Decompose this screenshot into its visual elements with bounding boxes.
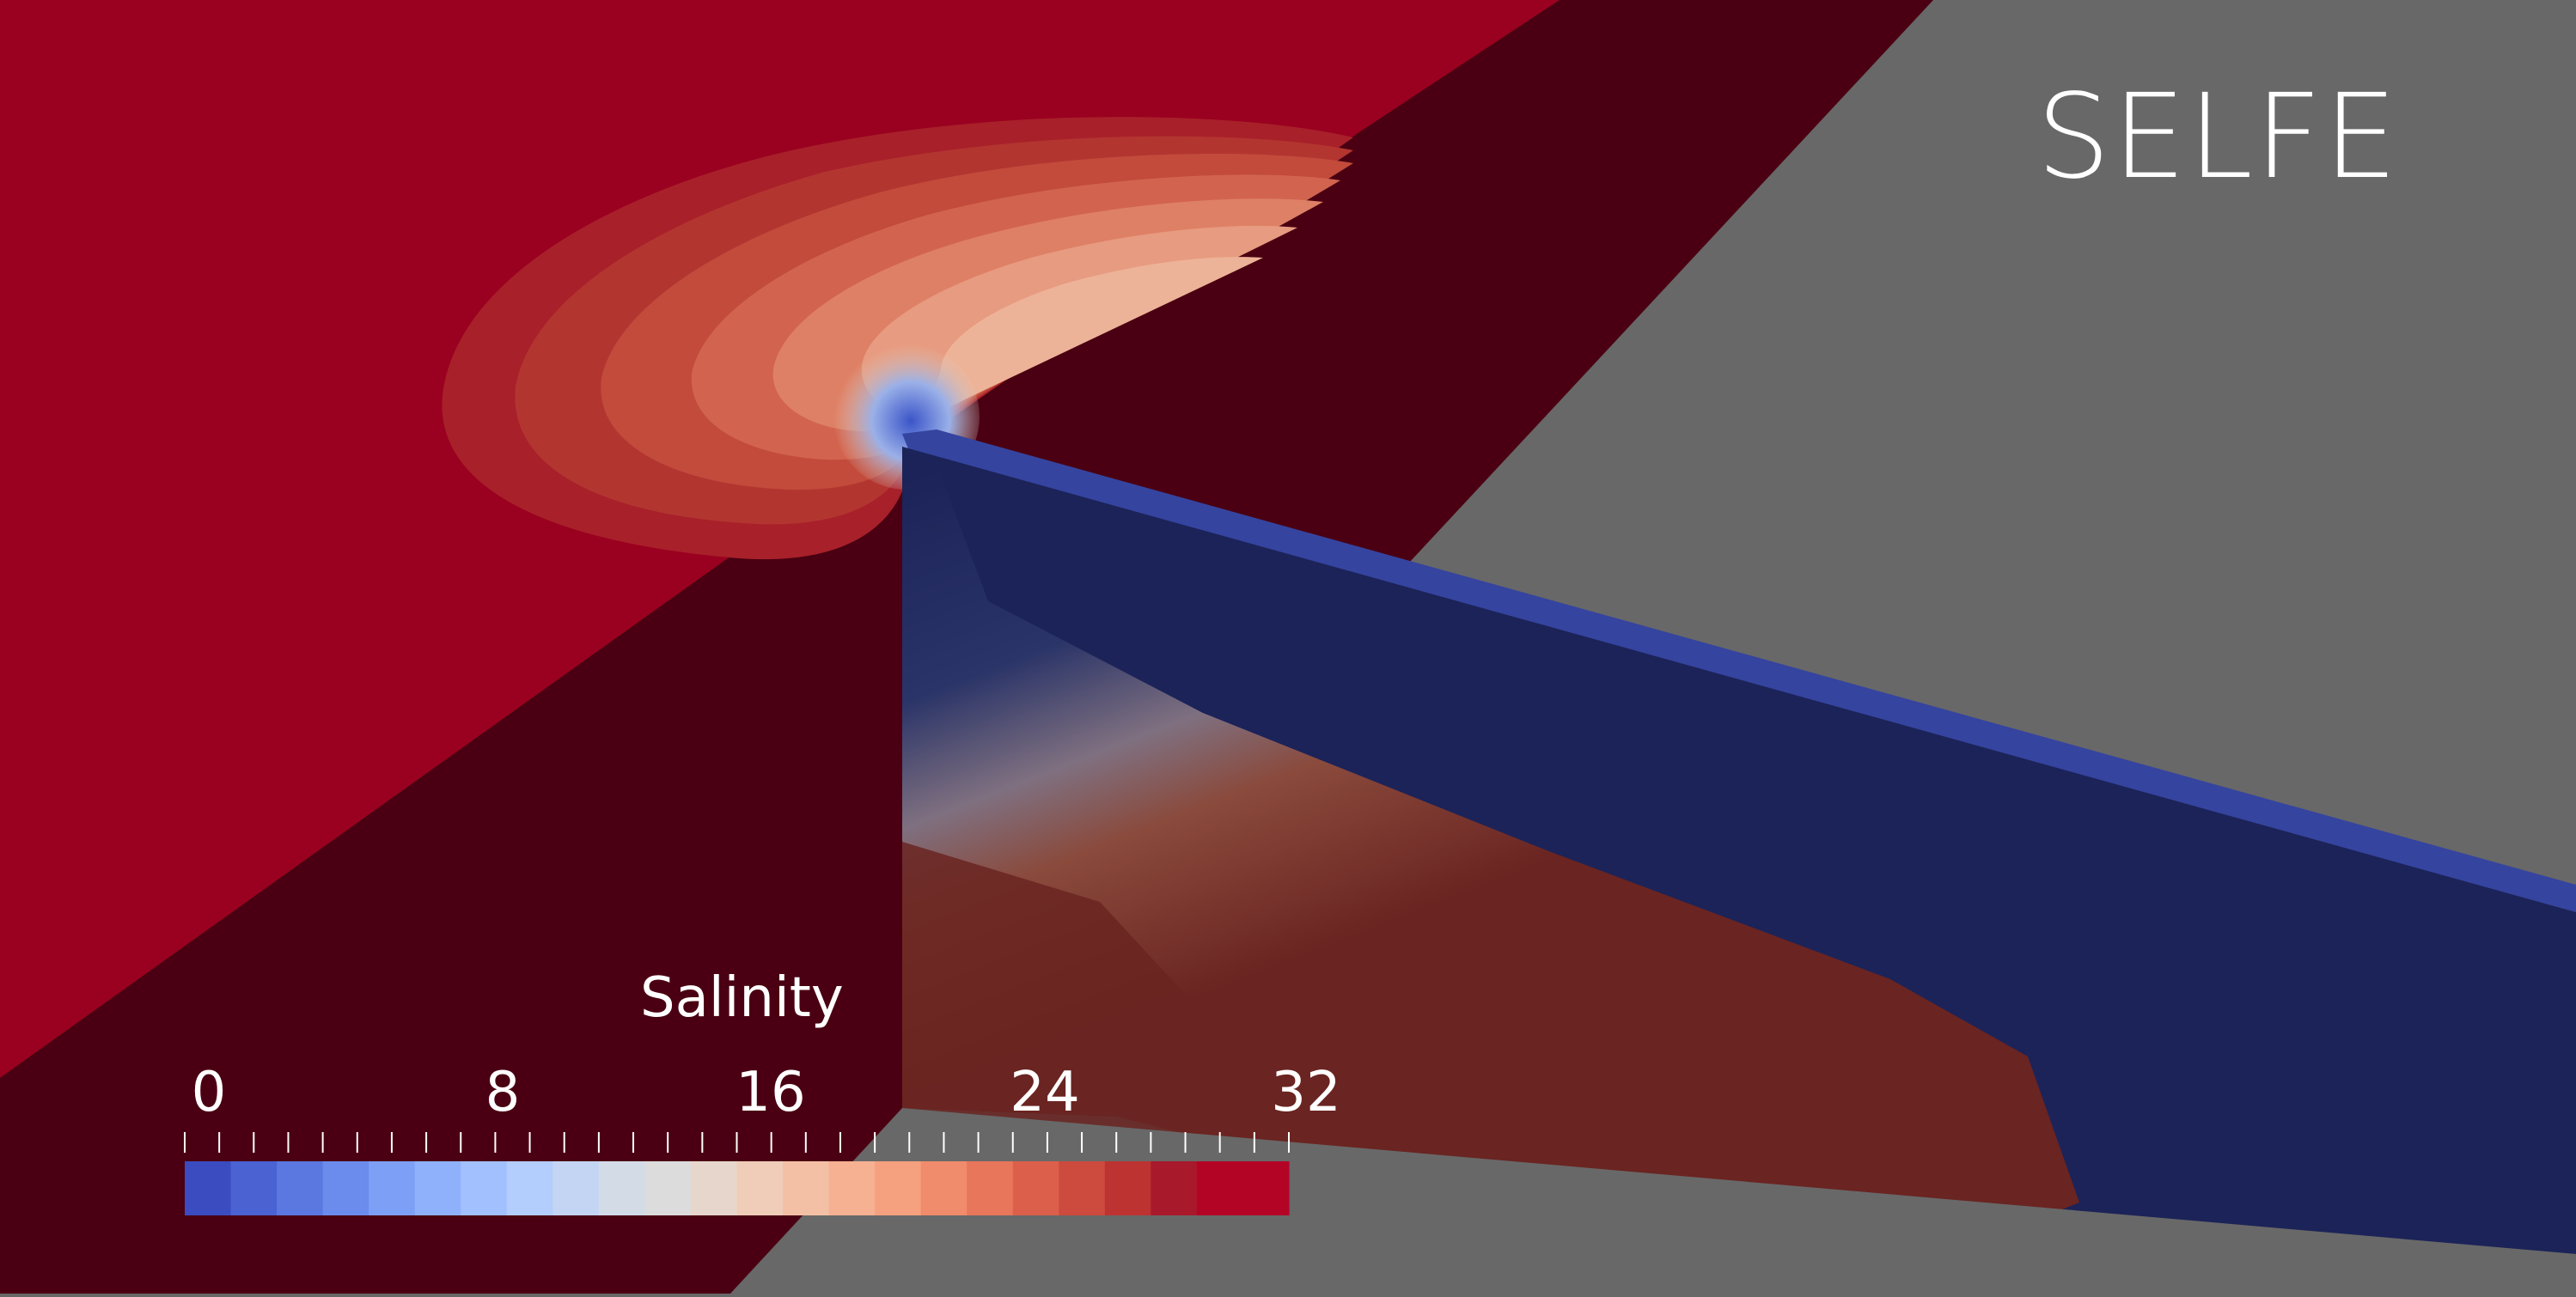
colorbar: [184, 1132, 1290, 1215]
colorbar-band: [230, 1161, 278, 1215]
colorbar-band: [736, 1161, 784, 1215]
surface-plume: [442, 117, 1353, 560]
colorbar-band: [322, 1161, 369, 1215]
colorbar-band: [598, 1161, 646, 1215]
colorbar-band: [828, 1161, 876, 1215]
channel-lower-dark: [902, 842, 2058, 1211]
colorbar-band: [1242, 1161, 1290, 1215]
colorbar-band: [461, 1161, 508, 1215]
colorbar-tick-label: 0: [191, 1061, 227, 1124]
colorbar-band: [277, 1161, 324, 1215]
colorbar-band: [690, 1161, 738, 1215]
colorbar-tick-label: 32: [1271, 1061, 1341, 1124]
colorbar-band: [967, 1161, 1014, 1215]
colorbar-band: [920, 1161, 968, 1215]
colorbar-title: Salinity: [640, 966, 844, 1030]
colorbar-band: [506, 1161, 553, 1215]
colorbar-band: [414, 1161, 461, 1215]
colorbar-band: [369, 1161, 416, 1215]
colorbar-band: [875, 1161, 922, 1215]
seabed-lower: [730, 1108, 2576, 1294]
colorbar-band: [1012, 1161, 1059, 1215]
colorbar-tick-label: 8: [485, 1061, 521, 1124]
colorbar-tick-label: 16: [736, 1061, 806, 1124]
colorbar-band: [783, 1161, 830, 1215]
colorbar-tick-label: 24: [1010, 1061, 1080, 1124]
colorbar-band: [1151, 1161, 1198, 1215]
ocean-shadow-lower: [0, 434, 902, 1294]
colorbar-band: [644, 1161, 692, 1215]
colorbar-band: [552, 1161, 600, 1215]
colorbar-band: [1059, 1161, 1106, 1215]
model-label: SELFE: [2036, 70, 2400, 205]
colorbar-band: [1196, 1161, 1244, 1215]
colorbar-band: [1104, 1161, 1151, 1215]
colorbar-band: [185, 1161, 232, 1215]
channel-top-surface: [902, 429, 2576, 912]
